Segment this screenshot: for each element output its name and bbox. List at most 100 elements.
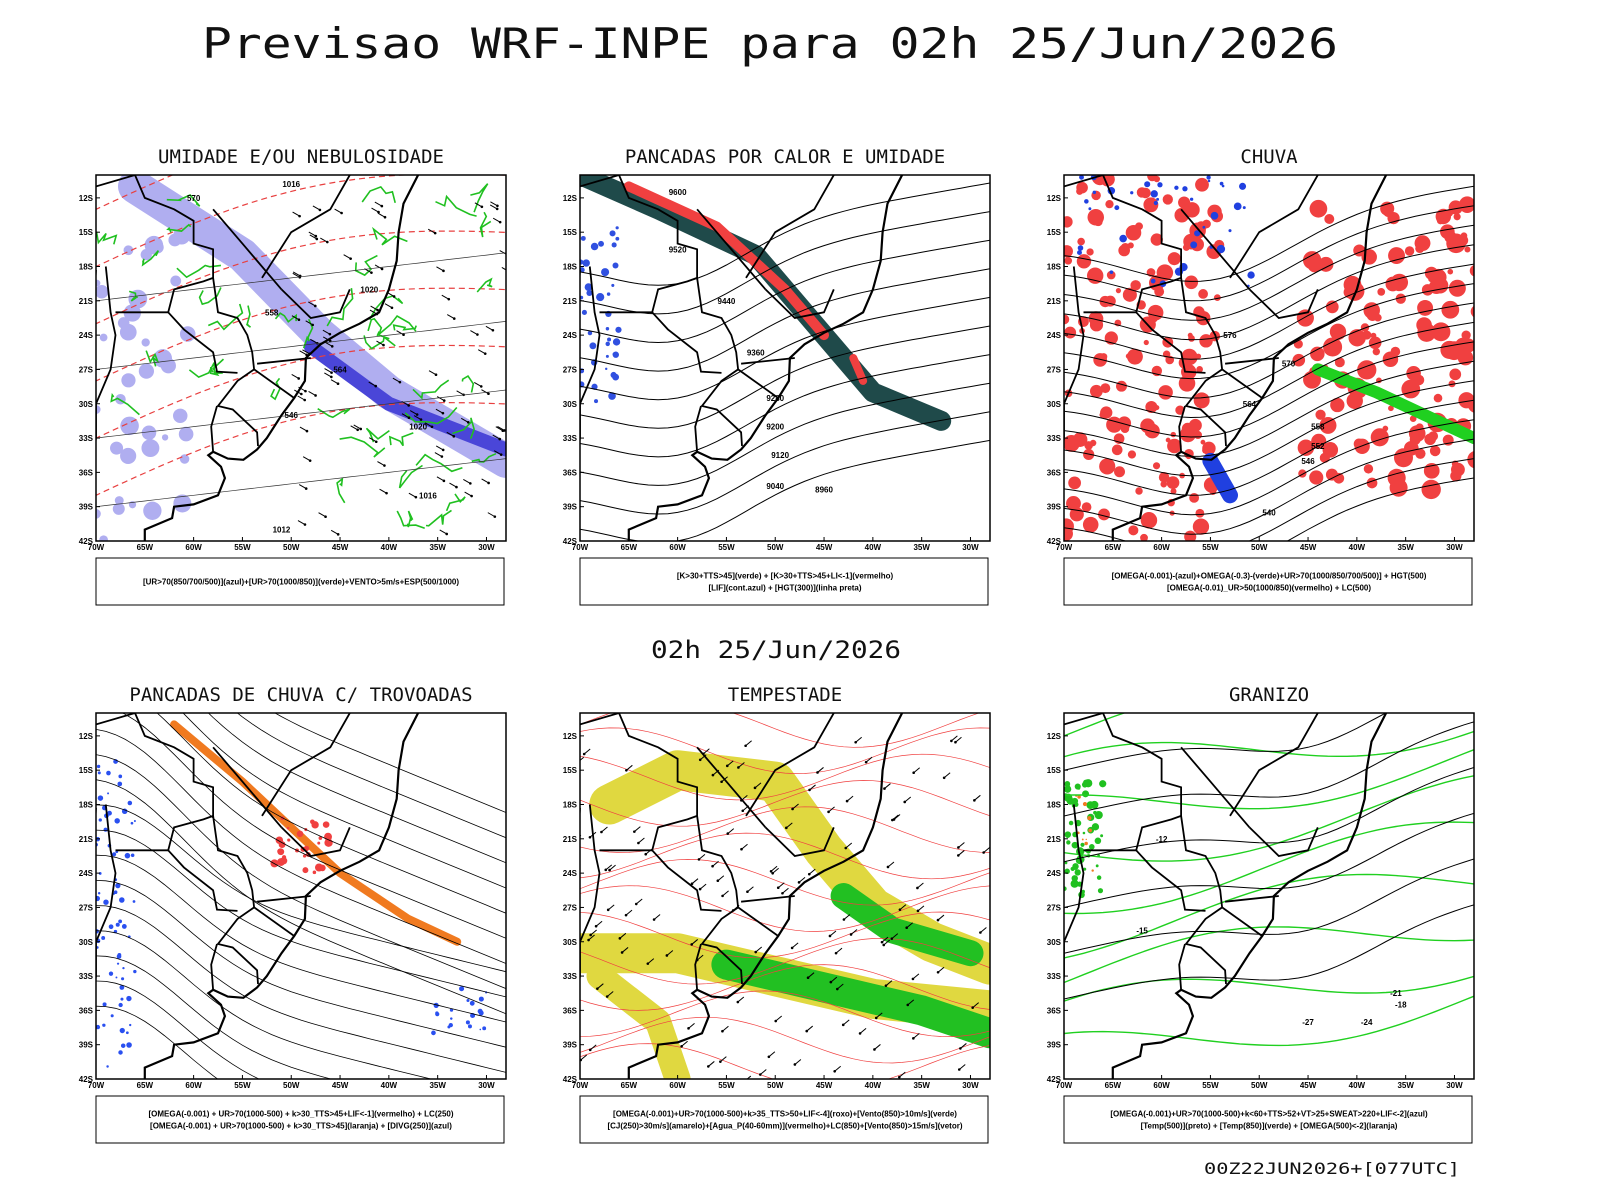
field-spot bbox=[1064, 526, 1073, 541]
wind-vector bbox=[309, 234, 318, 240]
lon-label: 45W bbox=[332, 543, 349, 552]
map-frame bbox=[1063, 174, 1475, 542]
lon-label: 50W bbox=[283, 543, 300, 552]
field-spot bbox=[97, 892, 101, 895]
field-spot bbox=[1387, 468, 1406, 487]
wind-vector bbox=[754, 782, 762, 789]
lat-label: 27S bbox=[563, 903, 578, 912]
panel-title: PANCADAS DE CHUVA C/ TROVOADAS bbox=[129, 684, 472, 706]
legend-text: [OMEGA(-0.001) + UR>70(1000-500) + k>30_… bbox=[148, 1110, 453, 1119]
lon-label: 40W bbox=[381, 543, 398, 552]
lat-label: 18S bbox=[1047, 263, 1062, 272]
wind-vector bbox=[917, 905, 925, 912]
map-frame bbox=[95, 174, 507, 542]
contour bbox=[580, 268, 990, 372]
humidity-contour bbox=[392, 324, 417, 331]
humidity-contour bbox=[336, 477, 346, 504]
field-spot bbox=[117, 781, 123, 787]
wind-vector bbox=[435, 445, 444, 451]
field-spot bbox=[1318, 256, 1334, 272]
field-band bbox=[830, 883, 984, 967]
field-spot bbox=[1158, 385, 1173, 400]
vector-head bbox=[476, 333, 479, 336]
panel-title: UMIDADE E/OU NEBULOSIDADE bbox=[158, 146, 444, 168]
contour bbox=[1064, 321, 1474, 419]
wind-vector bbox=[477, 349, 486, 355]
vector-head bbox=[982, 851, 985, 854]
field-spot bbox=[1393, 448, 1414, 468]
lon-label: 40W bbox=[1349, 1081, 1366, 1090]
field-spot bbox=[1087, 209, 1105, 226]
vector-head bbox=[374, 384, 378, 388]
wind-vector bbox=[755, 946, 763, 953]
wind-vector bbox=[305, 320, 313, 326]
vector-head bbox=[433, 231, 437, 235]
contour bbox=[96, 905, 506, 1073]
wind-vector bbox=[619, 932, 627, 939]
contour bbox=[96, 854, 506, 1023]
wind-vector bbox=[688, 1022, 695, 1029]
field-band bbox=[623, 181, 829, 341]
vector-head bbox=[743, 1080, 746, 1083]
field-spot bbox=[1461, 330, 1471, 340]
lat-label: 15S bbox=[1047, 228, 1062, 237]
field-spot bbox=[1105, 200, 1114, 209]
field-spot bbox=[1162, 194, 1173, 205]
vector-head bbox=[315, 237, 319, 241]
lat-label: 36S bbox=[563, 1006, 578, 1015]
field-spot bbox=[1150, 233, 1163, 246]
field-spot bbox=[1174, 185, 1179, 190]
field-spot bbox=[1447, 268, 1454, 275]
lon-label: 50W bbox=[283, 1081, 300, 1090]
wind-vector bbox=[580, 1054, 588, 1061]
lat-label: 24S bbox=[1047, 869, 1062, 878]
wind-vector bbox=[829, 930, 837, 937]
border bbox=[1229, 175, 1319, 279]
field-spot bbox=[98, 818, 102, 822]
contour-label: 564 bbox=[333, 365, 347, 374]
vector-head bbox=[589, 933, 592, 937]
field-spot bbox=[1323, 337, 1343, 357]
field-spot bbox=[1170, 431, 1176, 438]
wind-vector bbox=[447, 314, 455, 320]
lon-label: 70W bbox=[1056, 543, 1073, 552]
vector-head bbox=[328, 332, 332, 336]
wind-vector bbox=[379, 488, 387, 494]
field-spot bbox=[1152, 462, 1161, 470]
field-spot bbox=[96, 895, 100, 902]
lon-label: 65W bbox=[1105, 543, 1122, 552]
wind-vector bbox=[835, 947, 843, 954]
contour bbox=[96, 175, 506, 268]
wind-vector bbox=[917, 882, 924, 889]
vector-head bbox=[697, 858, 701, 861]
field-spot bbox=[612, 262, 619, 269]
contour bbox=[1064, 821, 1474, 915]
wind-vector bbox=[308, 231, 317, 237]
border bbox=[580, 804, 601, 983]
contour bbox=[96, 1005, 219, 1079]
field-spot bbox=[1064, 326, 1077, 339]
border bbox=[115, 277, 214, 314]
humidity-contour bbox=[396, 510, 425, 529]
field-spot bbox=[96, 764, 101, 769]
wind-vector bbox=[943, 772, 951, 779]
lon-label: 55W bbox=[718, 543, 735, 552]
lon-label: 60W bbox=[669, 1081, 686, 1090]
humidity-contour bbox=[361, 185, 396, 203]
wind-vector bbox=[727, 828, 735, 834]
wind-vector bbox=[318, 512, 326, 518]
legend-text: [OMEGA(-0.001)+UR>70(1000-500)+k<60+TTS>… bbox=[1110, 1110, 1428, 1119]
lat-label: 42S bbox=[563, 1075, 578, 1084]
vector-head bbox=[781, 891, 784, 895]
field-spot bbox=[1100, 383, 1111, 394]
field-spot bbox=[1096, 875, 1102, 880]
border bbox=[1064, 804, 1085, 983]
legend-box bbox=[1063, 1095, 1473, 1144]
contour bbox=[580, 239, 990, 344]
wind-vector bbox=[334, 208, 342, 214]
wind-vector bbox=[887, 861, 895, 868]
wind-vector bbox=[958, 1064, 966, 1070]
lon-label: 35W bbox=[1397, 1081, 1414, 1090]
field-spot bbox=[1239, 182, 1247, 190]
contour bbox=[121, 713, 506, 939]
